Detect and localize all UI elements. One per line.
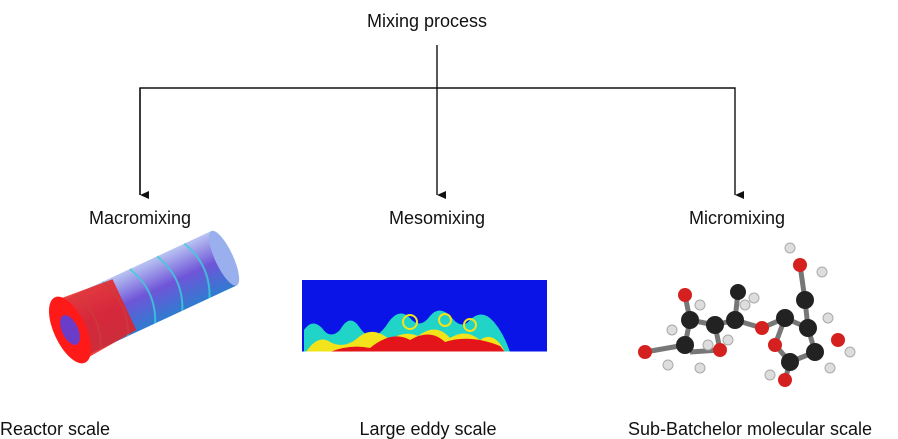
reactor-image [40, 222, 247, 370]
node-label: Macromixing [89, 208, 191, 228]
node-caption: Sub-Batchelor molecular scale [628, 419, 872, 439]
node-label: Mesomixing [389, 208, 485, 228]
root-label: Mixing process [367, 11, 487, 31]
node-caption: Large eddy scale [359, 419, 496, 439]
eddy-image [302, 280, 547, 352]
node-caption: Reactor scale [0, 419, 110, 439]
connectors [140, 45, 735, 195]
diagram: Mixing process Macromixing Mesomixing Mi… [0, 0, 898, 439]
node-label: Micromixing [689, 208, 785, 228]
molecule-image [638, 243, 855, 387]
